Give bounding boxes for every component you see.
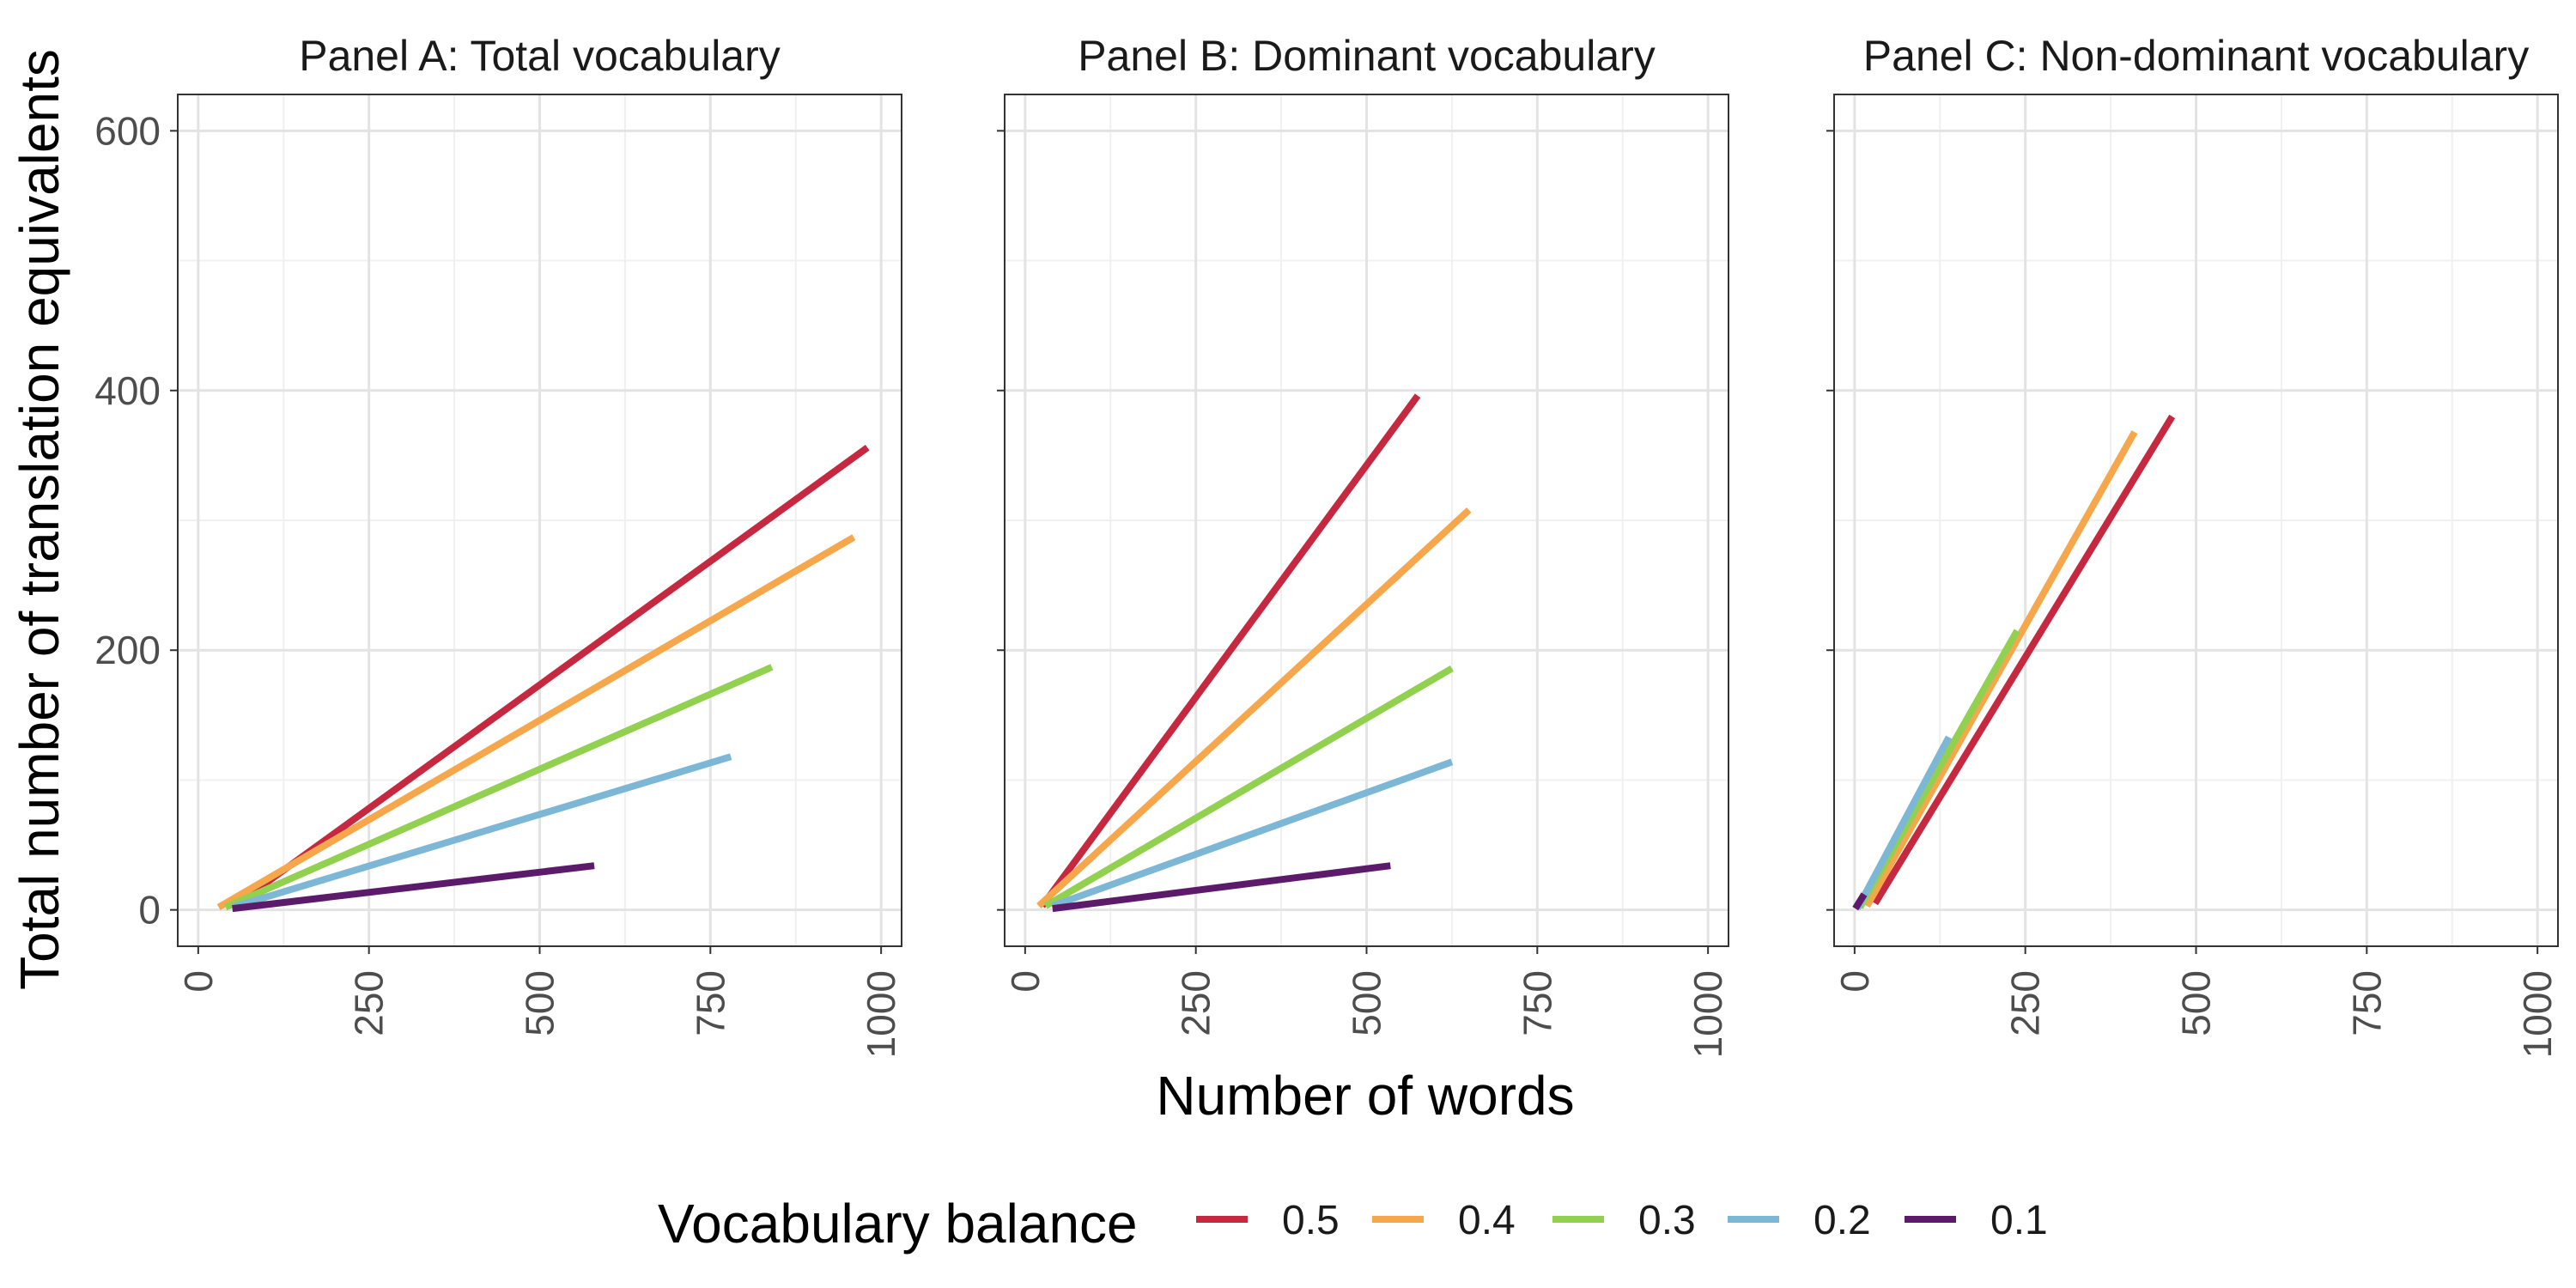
x-tick-label: 500 <box>518 970 562 1036</box>
panel-2: Panel B: Dominant vocabulary 0 250 500 750 10… <box>997 32 1730 1058</box>
series-line-0.5 <box>1039 393 1421 908</box>
series-line-0.3 <box>224 664 774 911</box>
x-tick-label: 0 <box>176 970 221 993</box>
series-line-0.5 <box>230 445 870 910</box>
series-line-0.4 <box>1036 507 1472 909</box>
series-line-0.2 <box>231 753 732 911</box>
x-tick-label: 1000 <box>2515 970 2560 1058</box>
x-tick-label: 1000 <box>1686 970 1730 1058</box>
series-line-0.1 <box>1052 862 1391 913</box>
legend: Vocabulary balance 0.5 0.4 0.3 0.2 0.1 <box>658 1193 2048 1255</box>
series-line-0.5 <box>1872 414 2176 906</box>
series-line-0.4 <box>216 534 856 911</box>
x-tick-label: 250 <box>1174 970 1218 1036</box>
x-tick-label: 250 <box>347 970 392 1036</box>
y-tick-label: 600 <box>94 108 161 153</box>
series-line-0.2 <box>1051 758 1454 909</box>
panel-1: Panel A: Total vocabulary 0 250 500 750 1000 0… <box>94 32 903 1058</box>
legend-label: 0.4 <box>1458 1198 1516 1243</box>
series-line-0.2 <box>1854 735 1953 910</box>
x-tick-label: 750 <box>2344 970 2389 1036</box>
legend-item-0.2: 0.2 <box>1728 1198 1871 1243</box>
x-tick-label: 0 <box>1832 970 1877 993</box>
y-axis-title: Total number of translation equivalents <box>9 49 70 990</box>
legend-items: 0.5 0.4 0.3 0.2 0.1 <box>1196 1198 2048 1243</box>
panel-title: Panel C: Non-dominant vocabulary <box>1863 32 2529 80</box>
x-tick-label: 500 <box>2174 970 2219 1036</box>
y-tick-label: 400 <box>94 368 161 413</box>
legend-label: 0.2 <box>1814 1198 1871 1243</box>
x-tick-label: 0 <box>1003 970 1048 993</box>
legend-item-0.3: 0.3 <box>1552 1198 1696 1243</box>
legend-label: 0.3 <box>1638 1198 1696 1243</box>
panel-title: Panel B: Dominant vocabulary <box>1078 32 1656 80</box>
x-tick-label: 750 <box>688 970 732 1036</box>
x-axis-title: Number of words <box>1156 1065 1574 1127</box>
series-line-0.3 <box>1043 665 1454 909</box>
panel-title: Panel A: Total vocabulary <box>299 32 781 80</box>
legend-label: 0.1 <box>1990 1198 2048 1243</box>
x-tick-label: 250 <box>2003 970 2048 1036</box>
chart-panels: Panel A: Total vocabulary 0 250 500 750 1000 0… <box>94 32 2560 1058</box>
x-tick-label: 750 <box>1515 970 1559 1036</box>
legend-item-0.1: 0.1 <box>1905 1198 2048 1243</box>
legend-label: 0.5 <box>1282 1198 1340 1243</box>
panel-3: Panel C: Non-dominant vocabulary 0 250 500 7… <box>1826 32 2560 1058</box>
x-tick-label: 1000 <box>859 970 903 1058</box>
series-line-0.1 <box>232 862 595 913</box>
series-line-0.4 <box>1863 430 2138 908</box>
series-line-0.1 <box>1852 892 1868 911</box>
y-tick-label: 200 <box>94 628 161 672</box>
legend-title: Vocabulary balance <box>658 1193 1138 1255</box>
y-tick-label: 0 <box>138 888 161 933</box>
x-tick-label: 500 <box>1345 970 1389 1036</box>
legend-item-0.5: 0.5 <box>1196 1198 1340 1243</box>
legend-item-0.4: 0.4 <box>1372 1198 1516 1243</box>
